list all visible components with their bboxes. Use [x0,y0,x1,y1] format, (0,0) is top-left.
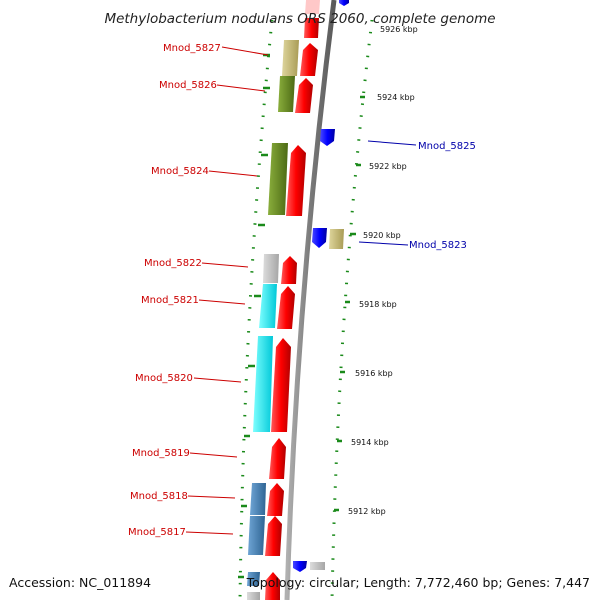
gene-bottom-reverse [293,561,307,572]
scale-label-5914: 5914 kbp [351,438,389,447]
scale-label-5922: 5922 kbp [369,162,407,171]
gene-mnod-5819-arrow [269,438,286,479]
forward-cog-blocks [247,0,320,600]
gene-mnod-5824-arrow [286,145,306,216]
gene-top-reverse [339,0,349,6]
gene-label-mnod-5825: Mnod_5825 [418,141,476,152]
gene-mnod-5820-cog [253,336,273,432]
scale-label-5918: 5918 kbp [359,300,397,309]
gene-label-mnod-5822: Mnod_5822 [144,258,202,269]
gene-mnod-5827-arrow [300,43,318,76]
scale-label-5926: 5926 kbp [380,25,418,34]
tick-arcs [238,19,374,600]
gene-label-mnod-5826: Mnod_5826 [159,80,217,91]
genome-backbone [284,0,337,600]
major-ticks [238,53,365,579]
gene-label-mnod-5821: Mnod_5821 [141,295,199,306]
gene-mnod-5822-cog [263,254,279,283]
gene-mnod-5818-cog [250,483,266,515]
gene-top-cog [305,0,320,14]
accession-text: Accession: NC_011894 [9,575,151,590]
gene-mnod-5820-arrow [271,338,291,432]
gene-label-mnod-5824: Mnod_5824 [151,166,209,177]
gene-label-mnod-5820: Mnod_5820 [135,373,193,384]
gene-label-mnod-5827: Mnod_5827 [163,43,221,54]
scale-label-5912: 5912 kbp [348,507,386,516]
topology-text: Topology: circular; Length: 7,772,460 bp… [246,575,590,590]
gene-label-mnod-5823: Mnod_5823 [409,240,467,251]
forward-cds-arrows [265,18,319,600]
gene-mnod-5824-cog [268,143,288,215]
gene-mnod-5826-arrow [295,78,313,113]
gene-mnod-5826-cog [278,76,295,112]
scale-label-5924: 5924 kbp [377,93,415,102]
gene-top-forward [304,18,319,38]
gene-mnod-5821-arrow [277,286,295,329]
gene-mnod-5818-arrow [267,483,284,516]
gene-label-mnod-5819: Mnod_5819 [132,448,190,459]
gene-mnod-5827-cog [282,40,299,76]
gene-label-mnod-5817: Mnod_5817 [128,527,186,538]
gene-mnod-5817-cog [248,516,265,555]
gene-mnod-5823-cog [329,229,344,249]
scale-labels: 5926 kbp 5924 kbp 5922 kbp 5920 kbp 5918… [348,25,418,516]
gene-labels: Mnod_5827 Mnod_5826 Mnod_5825 Mnod_5824 … [128,43,476,538]
gene-label-mnod-5818: Mnod_5818 [130,491,188,502]
scale-label-5920: 5920 kbp [363,231,401,240]
map-title: Methylobacterium nodulans ORS 2060, comp… [104,11,495,27]
gene-mnod-5822-arrow [281,256,297,284]
gene-bottom-reverse-cog [310,562,325,570]
gene-mnod-5825-arrow [320,129,335,146]
gene-bottom-forward [265,572,280,600]
gene-mnod-5823-arrow [312,228,327,248]
reverse-strand-genes [293,0,349,572]
gene-bottom2-cog [247,592,260,600]
gene-mnod-5817-arrow [265,516,282,556]
gene-bottom-cog [247,572,260,586]
gene-mnod-5821-cog [259,284,277,328]
label-leader-lines [185,46,417,535]
scale-label-5916: 5916 kbp [355,369,393,378]
